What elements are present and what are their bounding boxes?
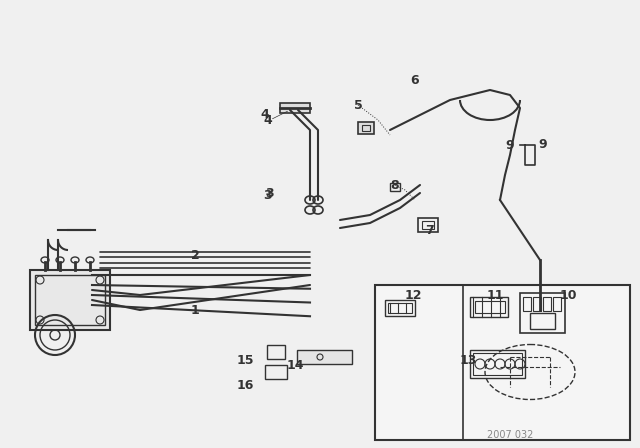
Bar — [375, 285, 630, 440]
Bar — [475, 301, 505, 313]
Bar — [523, 297, 531, 311]
Bar — [358, 122, 374, 134]
Bar — [533, 315, 547, 323]
Bar — [390, 183, 400, 191]
Bar — [362, 125, 370, 131]
Bar — [470, 350, 525, 378]
Bar — [553, 297, 561, 311]
Bar — [297, 350, 352, 364]
Bar — [265, 365, 287, 379]
Text: 2: 2 — [191, 249, 200, 262]
Text: 6: 6 — [411, 73, 419, 86]
Text: 16: 16 — [236, 379, 253, 392]
Bar — [520, 293, 565, 333]
Text: 14: 14 — [286, 358, 304, 371]
Text: 8: 8 — [390, 178, 399, 191]
Text: 3: 3 — [266, 187, 275, 200]
Text: 3: 3 — [264, 189, 272, 202]
Bar — [267, 345, 285, 359]
Bar — [533, 297, 541, 311]
Bar — [418, 218, 438, 232]
Bar — [470, 297, 508, 317]
Text: 11: 11 — [486, 289, 504, 302]
Bar — [530, 313, 555, 329]
Text: 4: 4 — [264, 113, 273, 126]
Text: 5: 5 — [354, 99, 362, 112]
Bar — [385, 300, 415, 316]
Text: 15: 15 — [236, 353, 253, 366]
Bar — [388, 303, 412, 313]
Bar — [422, 221, 434, 229]
Bar — [543, 297, 551, 311]
Bar — [473, 353, 522, 375]
Text: 10: 10 — [559, 289, 577, 302]
Text: 4: 4 — [260, 108, 269, 121]
Bar — [30, 270, 110, 330]
Bar — [35, 275, 105, 325]
Text: 9: 9 — [506, 138, 515, 151]
Text: 7: 7 — [426, 224, 435, 237]
Text: 1: 1 — [191, 303, 200, 316]
Text: 12: 12 — [404, 289, 422, 302]
Text: 2007 032: 2007 032 — [487, 430, 533, 440]
Text: 9: 9 — [538, 138, 547, 151]
Bar — [280, 103, 310, 113]
Text: 13: 13 — [460, 353, 477, 366]
